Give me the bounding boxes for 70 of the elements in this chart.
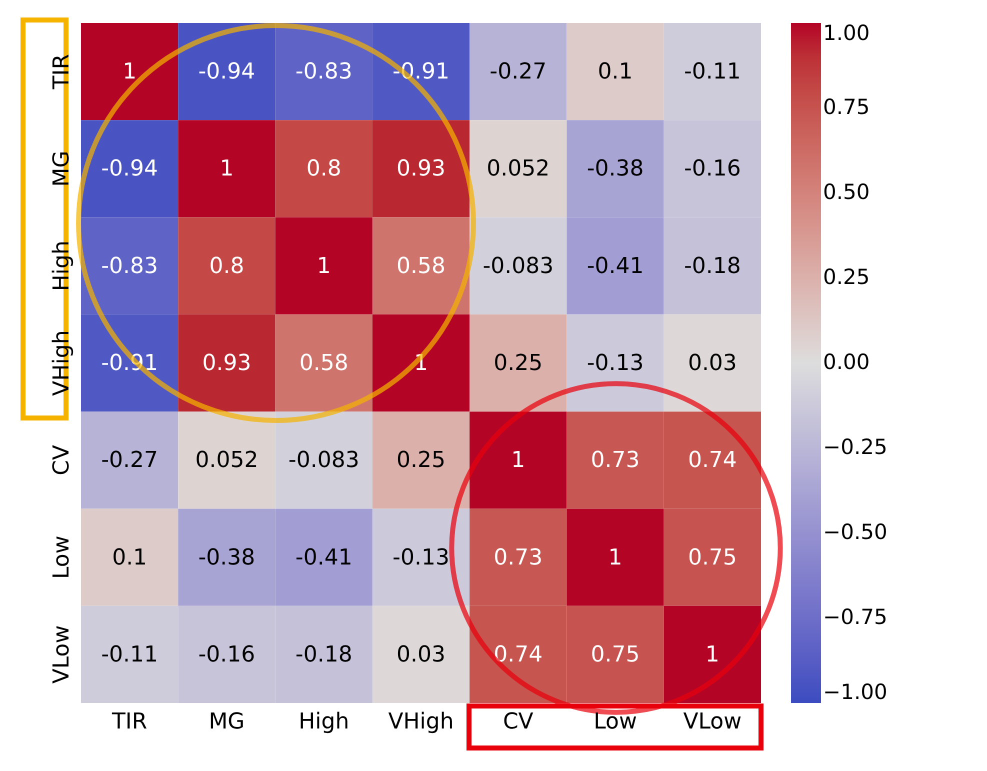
y-tick-label: High bbox=[50, 240, 74, 292]
data-label: -0.13 bbox=[586, 351, 644, 376]
x-tick-label: TIR bbox=[110, 710, 148, 734]
data-label: -0.94 bbox=[101, 156, 158, 182]
data-label: -0.41 bbox=[295, 545, 352, 570]
color-bar-label: −0.25 bbox=[823, 435, 888, 459]
data-label: 0.25 bbox=[494, 351, 543, 376]
data-label: 0.74 bbox=[688, 448, 737, 474]
data-label: -0.41 bbox=[586, 254, 644, 279]
data-label: 0.8 bbox=[306, 156, 342, 182]
data-label: -0.11 bbox=[101, 642, 158, 668]
data-label: -0.18 bbox=[295, 642, 352, 668]
data-label: -0.83 bbox=[295, 60, 352, 85]
data-label: 0.03 bbox=[688, 351, 737, 376]
data-label: 1 bbox=[511, 448, 526, 474]
color-bar-label: −0.75 bbox=[823, 605, 888, 629]
data-label: 0.58 bbox=[396, 254, 446, 279]
y-tick-label: VLow bbox=[50, 625, 74, 684]
data-label: 1 bbox=[705, 642, 720, 668]
data-label: 1 bbox=[122, 60, 137, 85]
data-label: -0.83 bbox=[101, 254, 158, 279]
data-label: -0.94 bbox=[198, 60, 256, 85]
x-tick-label: VHigh bbox=[388, 710, 454, 734]
data-label: 0.58 bbox=[299, 351, 348, 376]
x-tick-label: Low bbox=[594, 710, 637, 734]
data-label: -0.13 bbox=[392, 545, 450, 570]
y-tick-label: Low bbox=[50, 536, 74, 579]
data-label: 0.1 bbox=[598, 60, 633, 85]
y-tick-label: TIR bbox=[50, 54, 74, 90]
data-label: 0.93 bbox=[396, 156, 446, 182]
data-label: 1 bbox=[316, 254, 331, 279]
data-label: 0.75 bbox=[590, 642, 640, 668]
data-label: 0.93 bbox=[202, 351, 252, 376]
color-bar-label: −0.50 bbox=[823, 520, 888, 544]
data-label: -0.38 bbox=[198, 545, 256, 570]
data-label: -0.27 bbox=[490, 60, 547, 85]
y-tick-label: VHigh bbox=[50, 330, 74, 396]
y-tick-label: CV bbox=[50, 444, 74, 476]
data-label: -0.083 bbox=[482, 254, 554, 279]
data-label: 1 bbox=[608, 545, 622, 570]
data-label: 0.8 bbox=[209, 254, 244, 279]
data-label: 1 bbox=[414, 351, 428, 376]
data-label: -0.083 bbox=[288, 448, 360, 474]
data-label: 0.052 bbox=[486, 156, 550, 182]
data-label: -0.16 bbox=[198, 642, 256, 668]
data-label: -0.16 bbox=[684, 156, 741, 182]
data-label: 0.73 bbox=[494, 545, 543, 570]
color-bar-label: 0.75 bbox=[823, 95, 870, 119]
data-label: 0.75 bbox=[688, 545, 737, 570]
data-label: 0.74 bbox=[494, 642, 543, 668]
data-label: 0.1 bbox=[112, 545, 148, 570]
color-bar-label: −1.00 bbox=[823, 680, 888, 704]
color-bar-label: 0.25 bbox=[823, 265, 870, 289]
data-label: 1 bbox=[220, 156, 234, 182]
data-label: -0.18 bbox=[684, 254, 741, 279]
data-label: -0.11 bbox=[684, 60, 741, 85]
x-tick-label: VLow bbox=[683, 710, 742, 734]
x-tick-label: High bbox=[298, 710, 350, 734]
data-label: 0.03 bbox=[396, 642, 446, 668]
data-label: 0.052 bbox=[195, 448, 258, 474]
x-tick-label: MG bbox=[208, 710, 245, 734]
y-tick-label: MG bbox=[50, 150, 74, 187]
data-label: 0.25 bbox=[396, 448, 446, 474]
data-label: -0.27 bbox=[101, 448, 158, 474]
data-label: 0.73 bbox=[590, 448, 640, 474]
color-bar-label: 0.00 bbox=[823, 350, 870, 374]
color-bar-label: 0.50 bbox=[823, 180, 870, 204]
color-bar-label: 1.00 bbox=[823, 21, 870, 45]
x-tick-label: CV bbox=[502, 710, 534, 734]
data-label: -0.38 bbox=[586, 156, 644, 182]
